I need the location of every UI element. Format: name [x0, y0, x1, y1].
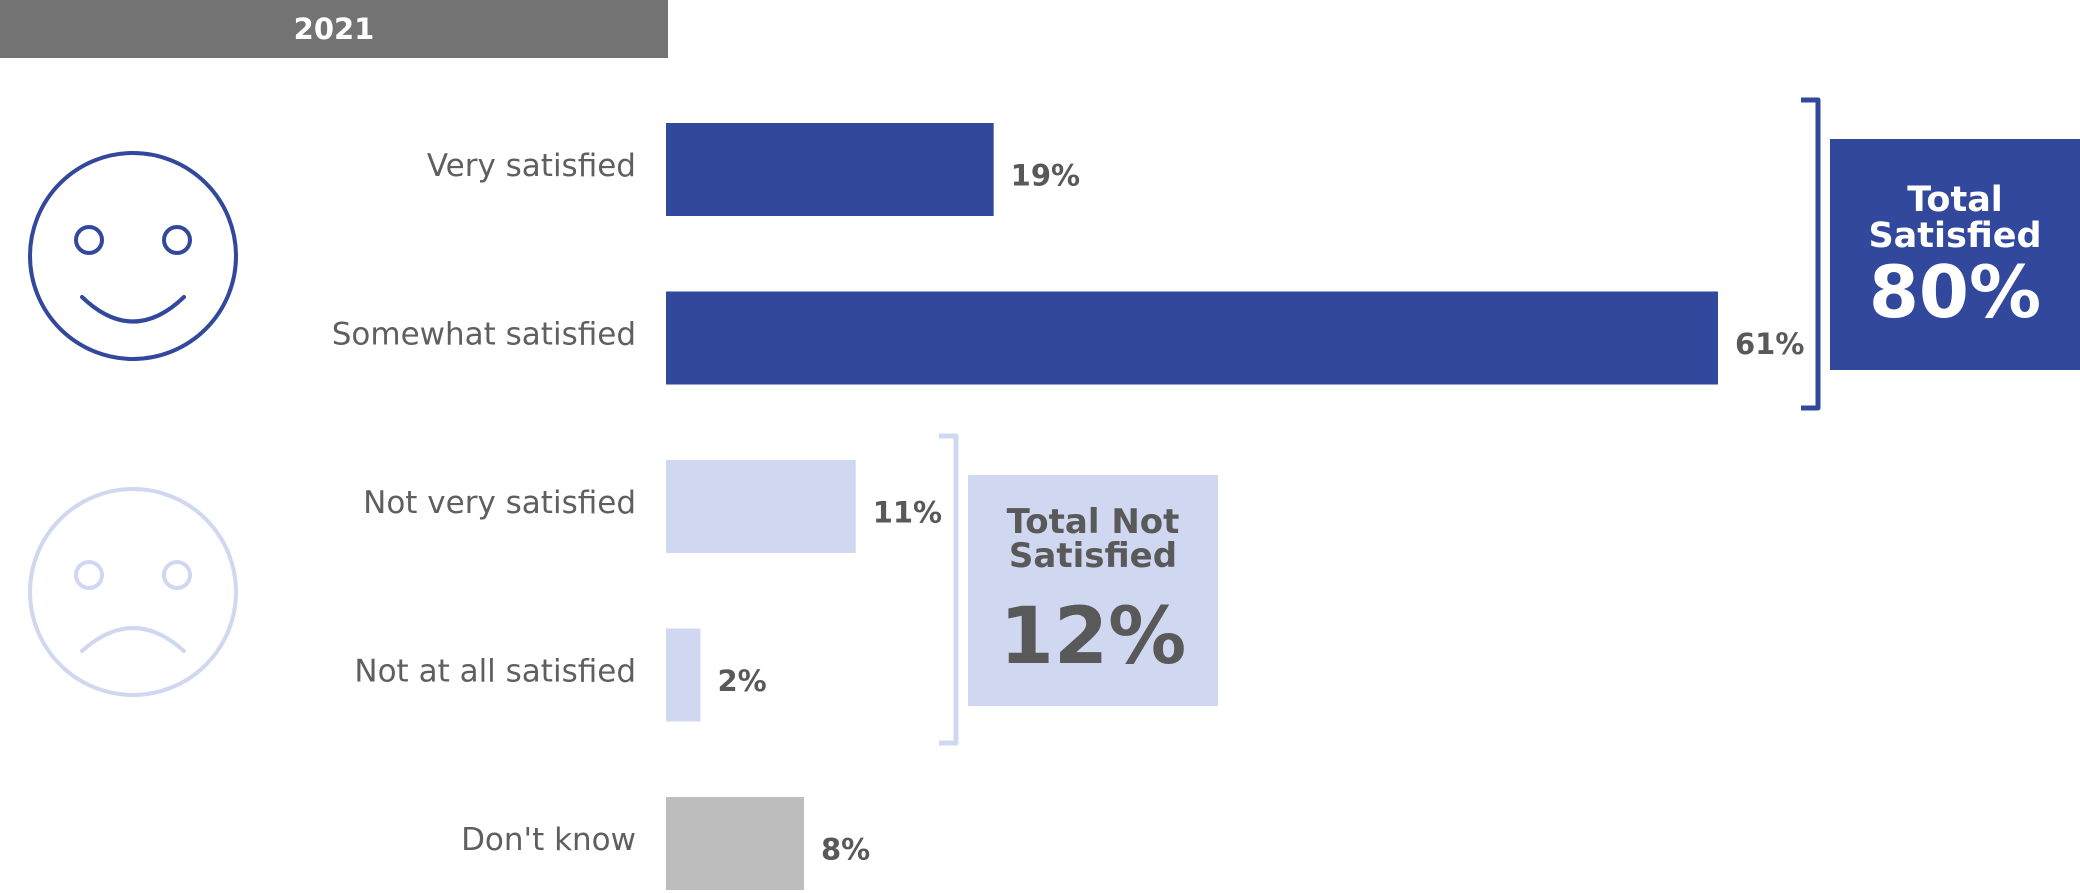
- year-tab: 2021: [0, 0, 668, 58]
- total-satisfied-label-line1: Total: [1907, 179, 2003, 220]
- not-satisfied-bracket: [939, 433, 959, 746]
- bar-don-t-know: [666, 797, 804, 890]
- satisfied-bracket: [1801, 97, 1821, 411]
- category-label-not-at-all-satisfied: Not at all satisfied: [354, 654, 636, 690]
- category-label-not-very-satisfied: Not very satisfied: [363, 485, 636, 521]
- bar-somewhat-satisfied: [666, 291, 1718, 385]
- total-not-satisfied-label-line2: Satisfied: [1008, 535, 1178, 576]
- total-not-satisfied-value: 12%: [999, 591, 1187, 682]
- total-satisfied-box: Total Satisfied 80%: [1830, 139, 2080, 370]
- value-label-not-at-all-satisfied: 2%: [717, 664, 766, 698]
- total-satisfied-label-line2: Satisfied: [1868, 215, 2042, 256]
- bar-not-very-satisfied: [666, 460, 856, 553]
- total-not-satisfied-label-line1: Total Not: [1006, 501, 1180, 542]
- total-satisfied-value: 80%: [1868, 249, 2042, 334]
- value-label-very-satisfied: 19%: [1011, 159, 1080, 193]
- category-label-don-t-know: Don't know: [461, 822, 636, 858]
- total-not-satisfied-box: Total Not Satisfied 12%: [968, 475, 1218, 706]
- bar-very-satisfied: [666, 123, 994, 216]
- smiley-face-icon: [28, 151, 238, 361]
- bar-not-at-all-satisfied: [666, 628, 701, 722]
- category-label-somewhat-satisfied: Somewhat satisfied: [332, 317, 636, 353]
- category-label-very-satisfied: Very satisfied: [427, 148, 636, 184]
- value-label-not-very-satisfied: 11%: [873, 496, 942, 530]
- value-label-somewhat-satisfied: 61%: [1735, 327, 1804, 361]
- value-label-don-t-know: 8%: [821, 833, 870, 867]
- sad-face-icon: [28, 487, 238, 697]
